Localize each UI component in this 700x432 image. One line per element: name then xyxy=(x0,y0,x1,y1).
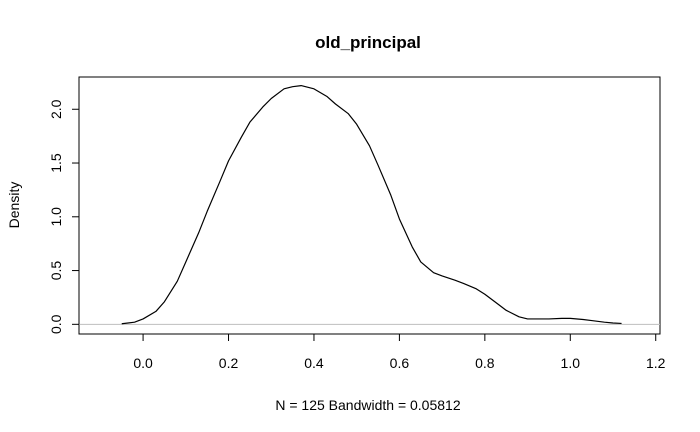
chart-title: old_principal xyxy=(315,33,421,52)
plot-frame xyxy=(78,76,661,335)
x-tick-label: 0.2 xyxy=(219,355,239,371)
density-curve xyxy=(121,85,622,325)
x-tick-label: 0.8 xyxy=(475,355,495,371)
y-tick-label: 2.0 xyxy=(48,99,64,119)
x-tick-label: 0.4 xyxy=(304,355,324,371)
x-axis: 0.0 0.2 0.4 0.6 0.8 1.0 1.2 xyxy=(133,333,666,371)
y-axis: 0.0 0.5 1.0 1.5 2.0 xyxy=(48,99,80,334)
y-tick-label: 1.5 xyxy=(48,153,64,173)
y-tick-label: 0.5 xyxy=(48,261,64,281)
x-tick-label: 1.0 xyxy=(561,355,581,371)
y-tick-label: 1.0 xyxy=(48,207,64,227)
y-tick-label: 0.0 xyxy=(48,314,64,334)
x-tick-label: 1.2 xyxy=(646,355,666,371)
x-tick-label: 0.0 xyxy=(133,355,153,371)
x-axis-label: N = 125 Bandwidth = 0.05812 xyxy=(275,397,460,413)
y-axis-label: Density xyxy=(6,182,22,229)
x-tick-label: 0.6 xyxy=(390,355,410,371)
